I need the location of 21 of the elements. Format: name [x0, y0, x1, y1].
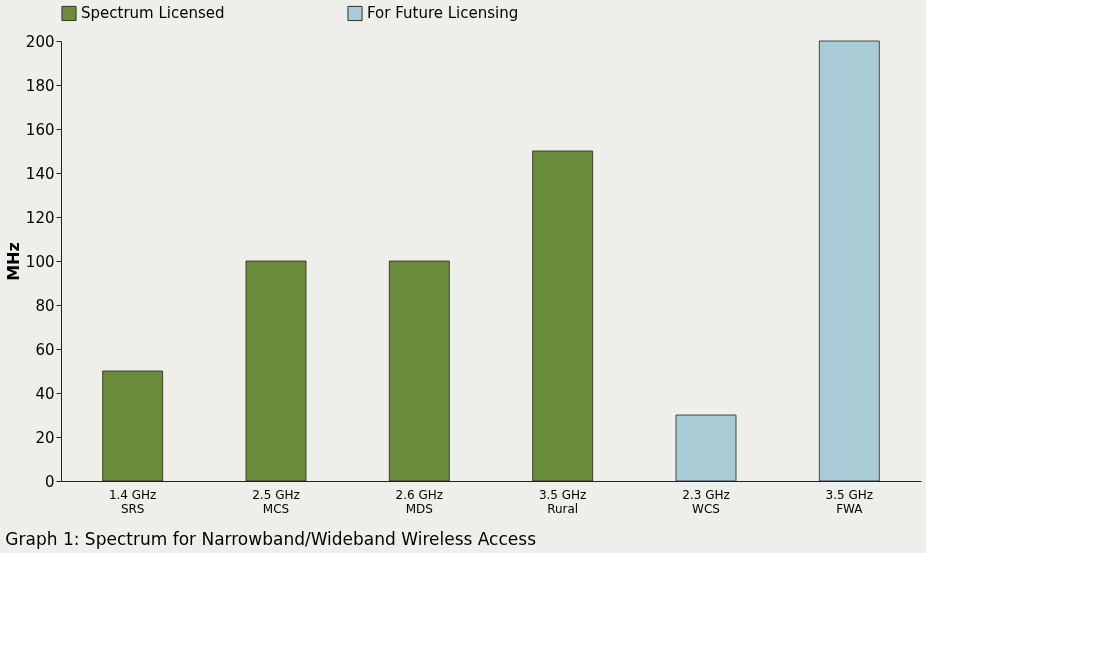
y-tick-label: 120	[25, 208, 55, 227]
y-tick-label: 180	[25, 76, 55, 95]
y-tick-label: 160	[25, 120, 55, 139]
y-tick-label: 0	[44, 472, 55, 491]
x-tick-label: 1.4 GHz SRS	[108, 487, 157, 516]
y-tick-label: 80	[35, 296, 55, 315]
x-tick-label: 2.3 GHz WCS	[682, 487, 730, 516]
text: Graph 1: Spectrum for Narrowband/Wideband Wireless Access	[5, 529, 537, 549]
x-tick-label: 2.5 GHz MCS	[252, 487, 300, 516]
y-tick-label: 20	[35, 428, 55, 447]
y-tick-label: 100	[25, 252, 55, 271]
x-tick-label: 2.6 GHz MDS	[395, 487, 444, 516]
x-tick-label: 3.5 GHz Rural	[538, 487, 587, 516]
legend-label: For Future Licensing	[367, 4, 519, 23]
y-tick-label: 140	[25, 164, 55, 183]
y-tick-label: 60	[35, 340, 55, 359]
y-axis-title: MHz	[3, 242, 23, 281]
legend-label: Spectrum Licensed	[81, 4, 225, 23]
y-tick-label: 200	[25, 32, 55, 51]
y-tick-label: 40	[35, 384, 55, 403]
x-tick-label: 3.5 GHz FWA	[825, 487, 874, 516]
